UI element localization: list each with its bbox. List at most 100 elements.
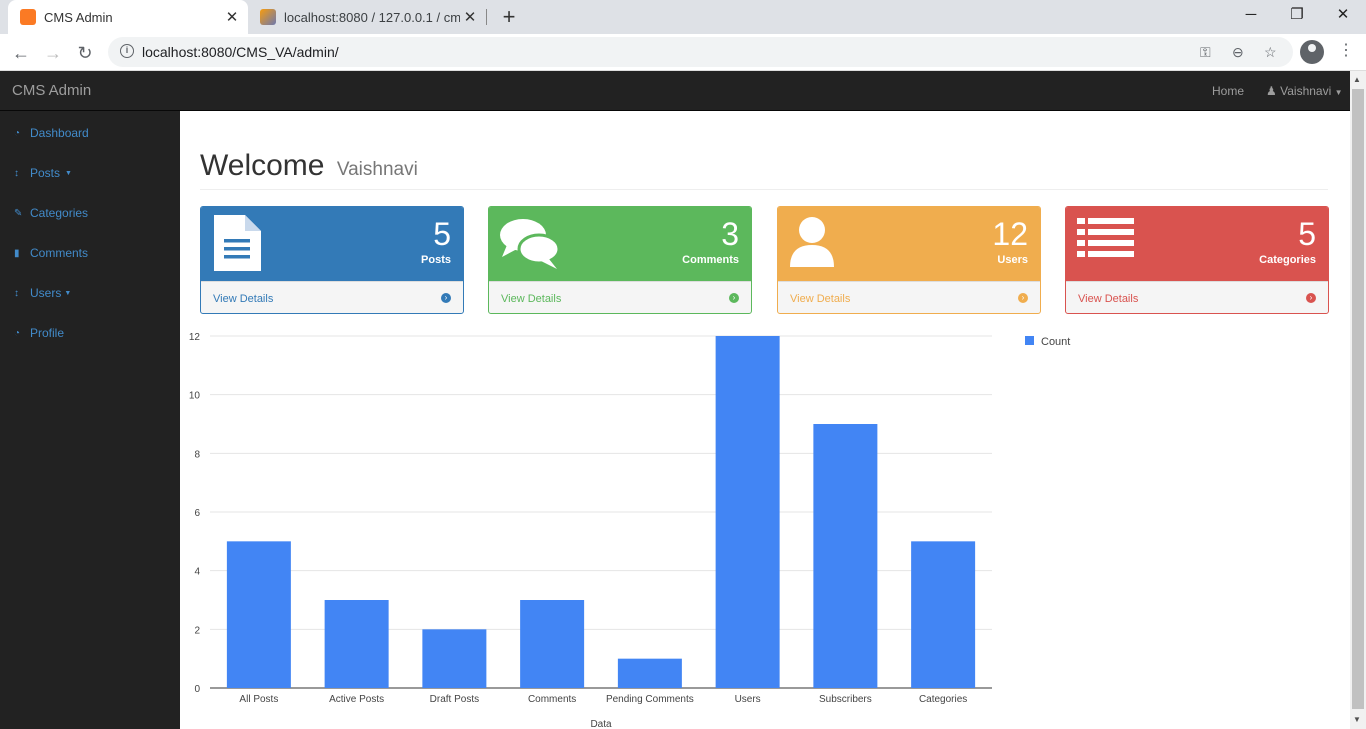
y-tick-label: 4 — [194, 567, 200, 578]
sidebar-item-posts[interactable]: ↕ Posts ▼ — [14, 166, 72, 180]
zoom-icon[interactable]: ⊖ — [1232, 44, 1244, 60]
user-icon — [790, 217, 834, 267]
sidebar-item-users[interactable]: ↕ Users ▼ — [14, 286, 71, 300]
bar — [911, 541, 976, 688]
phpmyadmin-favicon-icon — [260, 9, 276, 25]
x-tick-label: Categories — [919, 694, 967, 705]
x-tick-label: Pending Comments — [606, 694, 694, 705]
tab-phpmyadmin[interactable]: localhost:8080 / 127.0.0.1 / cms | ✕ — [250, 0, 486, 34]
browser-tab-bar: CMS Admin ✕ localhost:8080 / 127.0.0.1 /… — [0, 0, 1366, 34]
arrow-circle-right-icon: › — [1018, 293, 1028, 303]
wrench-icon: ✎ — [14, 207, 23, 219]
user-dropdown[interactable]: ♟ Vaishnavi ▼ — [1266, 84, 1343, 98]
comments-icon — [500, 219, 561, 269]
close-tab-icon[interactable]: ✕ — [463, 9, 477, 26]
legend-swatch — [1025, 336, 1034, 345]
sidebar-item-comments[interactable]: ▮ Comments — [14, 246, 88, 260]
url-text[interactable]: localhost:8080/CMS_VA/admin/ — [142, 44, 339, 60]
tab-cms-admin[interactable]: CMS Admin ✕ — [8, 0, 248, 34]
file-text-icon — [214, 215, 261, 271]
sidebar-item-profile[interactable]: ◔ Profile — [14, 326, 64, 340]
y-tick-label: 6 — [194, 508, 200, 519]
comments-label: Comments — [682, 254, 739, 266]
y-tick-label: 8 — [194, 449, 200, 460]
y-tick-label: 10 — [189, 391, 201, 402]
categories-panel: 5 Categories View Details › — [1065, 206, 1329, 314]
sidebar-item-label: Categories — [30, 206, 89, 220]
sidebar-item-label: Profile — [30, 326, 65, 340]
x-tick-label: Active Posts — [329, 694, 384, 705]
sidebar-item-dashboard[interactable]: ◔ Dashboard — [14, 126, 89, 140]
bar — [813, 424, 878, 688]
view-details-text: View Details — [790, 293, 851, 305]
users-count: 12 — [992, 216, 1028, 252]
divider — [200, 189, 1328, 190]
sidebar-item-label: Posts — [30, 166, 61, 180]
bar-chart: 0 2 4 6 8 10 12 All Posts Active Posts Draft Post… — [189, 332, 1070, 729]
bar — [520, 600, 585, 688]
panel-heading: 12 Users — [778, 207, 1040, 281]
arrow-circle-right-icon: › — [1306, 293, 1316, 303]
x-tick-label: Draft Posts — [430, 694, 479, 705]
user-name: Vaishnavi — [1280, 84, 1332, 98]
scroll-up-icon[interactable]: ▲ — [1353, 75, 1361, 84]
view-details-link[interactable]: View Details › — [201, 281, 463, 313]
scrollbar-thumb[interactable] — [1352, 89, 1364, 709]
home-link[interactable]: Home — [1212, 84, 1245, 98]
sidebar-item-label: Comments — [30, 246, 89, 260]
minimize-button[interactable]: ─ — [1245, 6, 1257, 23]
user-name-subtitle: Vaishnavi — [336, 159, 418, 180]
new-tab-button[interactable]: + — [502, 4, 516, 29]
xampp-favicon-icon — [20, 9, 36, 25]
users-panel: 12 Users View Details › — [777, 206, 1041, 314]
dashboard-icon: ◔ — [14, 327, 21, 339]
close-tab-icon[interactable]: ✕ — [225, 9, 239, 26]
panel-heading: 3 Comments — [489, 207, 751, 281]
bar — [422, 629, 487, 688]
arrows-v-icon: ↕ — [14, 287, 19, 299]
legend-label: Count — [1041, 336, 1070, 348]
back-arrow-icon[interactable]: ← — [12, 43, 30, 63]
panel-heading: 5 Posts — [201, 207, 463, 281]
profile-avatar-icon[interactable] — [1300, 40, 1324, 64]
view-details-link[interactable]: View Details › — [1066, 281, 1328, 313]
arrow-circle-right-icon: › — [729, 293, 739, 303]
categories-label: Categories — [1259, 254, 1316, 266]
view-details-text: View Details — [501, 293, 562, 305]
tab-separator — [486, 9, 487, 25]
menu-kebab-icon[interactable]: ⋮ — [1338, 42, 1354, 59]
maximize-button[interactable]: ❐ — [1290, 6, 1304, 23]
dashboard-icon: ◔ — [14, 127, 21, 139]
bar — [715, 336, 780, 688]
view-details-link[interactable]: View Details › — [489, 281, 751, 313]
info-icon[interactable]: i — [120, 44, 134, 58]
sidebar-item-label: Dashboard — [30, 126, 89, 140]
posts-count: 5 — [433, 216, 451, 252]
brand-link[interactable]: CMS Admin — [12, 82, 92, 99]
forward-arrow-icon[interactable]: → — [44, 43, 62, 63]
x-tick-label: All Posts — [239, 694, 278, 705]
list-icon — [1077, 218, 1134, 257]
y-tick-label: 0 — [194, 684, 200, 695]
view-details-link[interactable]: View Details › — [778, 281, 1040, 313]
x-tick-label: Users — [735, 694, 761, 705]
scroll-down-icon[interactable]: ▼ — [1353, 715, 1361, 724]
bar — [324, 600, 389, 688]
key-icon[interactable]: ⚿ — [1200, 44, 1211, 60]
posts-label: Posts — [421, 254, 451, 266]
bookmark-star-icon[interactable]: ☆ — [1264, 44, 1277, 60]
caret-down-icon: ▼ — [65, 169, 72, 177]
browser-toolbar: ← → ↻ i localhost:8080/CMS_VA/admin/ ⚿ ⊖… — [0, 34, 1366, 71]
page-scrollbar[interactable]: ▲ ▼ — [1350, 71, 1366, 729]
sidebar-item-categories[interactable]: ✎ Categories — [14, 206, 88, 220]
address-bar[interactable]: i localhost:8080/CMS_VA/admin/ ⚿ ⊖ ☆ — [108, 37, 1293, 67]
reload-icon[interactable]: ↻ — [77, 43, 93, 63]
close-window-button[interactable]: ✕ — [1336, 6, 1350, 23]
x-tick-label: Subscribers — [819, 694, 872, 705]
arrow-circle-right-icon: › — [441, 293, 451, 303]
panel-heading: 5 Categories — [1066, 207, 1328, 281]
x-axis-title: Data — [590, 719, 612, 729]
welcome-text: Welcome — [200, 149, 325, 182]
file-icon: ▮ — [14, 247, 20, 259]
comments-panel: 3 Comments View Details › — [488, 206, 752, 314]
